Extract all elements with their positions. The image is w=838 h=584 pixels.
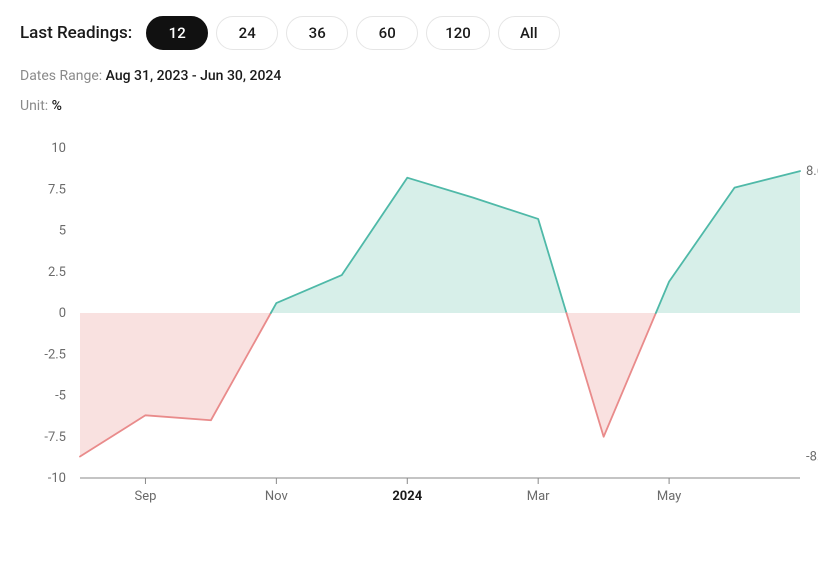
dates-range: Dates Range: Aug 31, 2023 - Jun 30, 2024 — [20, 68, 818, 84]
readings-option-60[interactable]: 60 — [356, 16, 418, 50]
readings-label: Last Readings: — [20, 23, 132, 43]
chart-svg: -10 -7.5 -5 -2.5 0 2.5 5 7.5 10 Sep Nov 2024 Mar May 8… — [20, 128, 818, 528]
unit: Unit: % — [20, 98, 818, 114]
unit-label: Unit: — [20, 98, 48, 114]
svg-text:2024: 2024 — [392, 489, 422, 504]
svg-text:-10: -10 — [48, 471, 66, 486]
dates-range-value: Aug 31, 2023 - Jun 30, 2024 — [106, 68, 282, 84]
svg-text:Nov: Nov — [265, 489, 289, 504]
svg-text:0: 0 — [59, 306, 66, 321]
svg-text:Mar: Mar — [527, 489, 550, 504]
readings-option-24[interactable]: 24 — [216, 16, 278, 50]
svg-text:5: 5 — [59, 224, 66, 239]
svg-text:-8.7: -8.7 — [806, 450, 818, 465]
svg-text:-7.5: -7.5 — [44, 430, 66, 445]
unit-value: % — [52, 98, 62, 114]
readings-selector: Last Readings: 12 24 36 60 120 All — [20, 16, 818, 50]
svg-text:10: 10 — [51, 141, 66, 156]
svg-text:May: May — [657, 489, 681, 504]
readings-option-120[interactable]: 120 — [426, 16, 490, 50]
svg-text:2.5: 2.5 — [48, 265, 66, 280]
svg-text:Sep: Sep — [134, 489, 156, 504]
svg-text:7.5: 7.5 — [48, 182, 66, 197]
readings-option-all[interactable]: All — [498, 16, 560, 50]
readings-option-12[interactable]: 12 — [146, 16, 208, 50]
dates-range-label: Dates Range: — [20, 68, 102, 84]
svg-text:8.6: 8.6 — [806, 164, 818, 179]
svg-text:-2.5: -2.5 — [44, 347, 66, 362]
area-chart: -10 -7.5 -5 -2.5 0 2.5 5 7.5 10 Sep Nov 2024 Mar May 8… — [20, 128, 818, 528]
readings-option-36[interactable]: 36 — [286, 16, 348, 50]
svg-text:-5: -5 — [55, 389, 66, 404]
